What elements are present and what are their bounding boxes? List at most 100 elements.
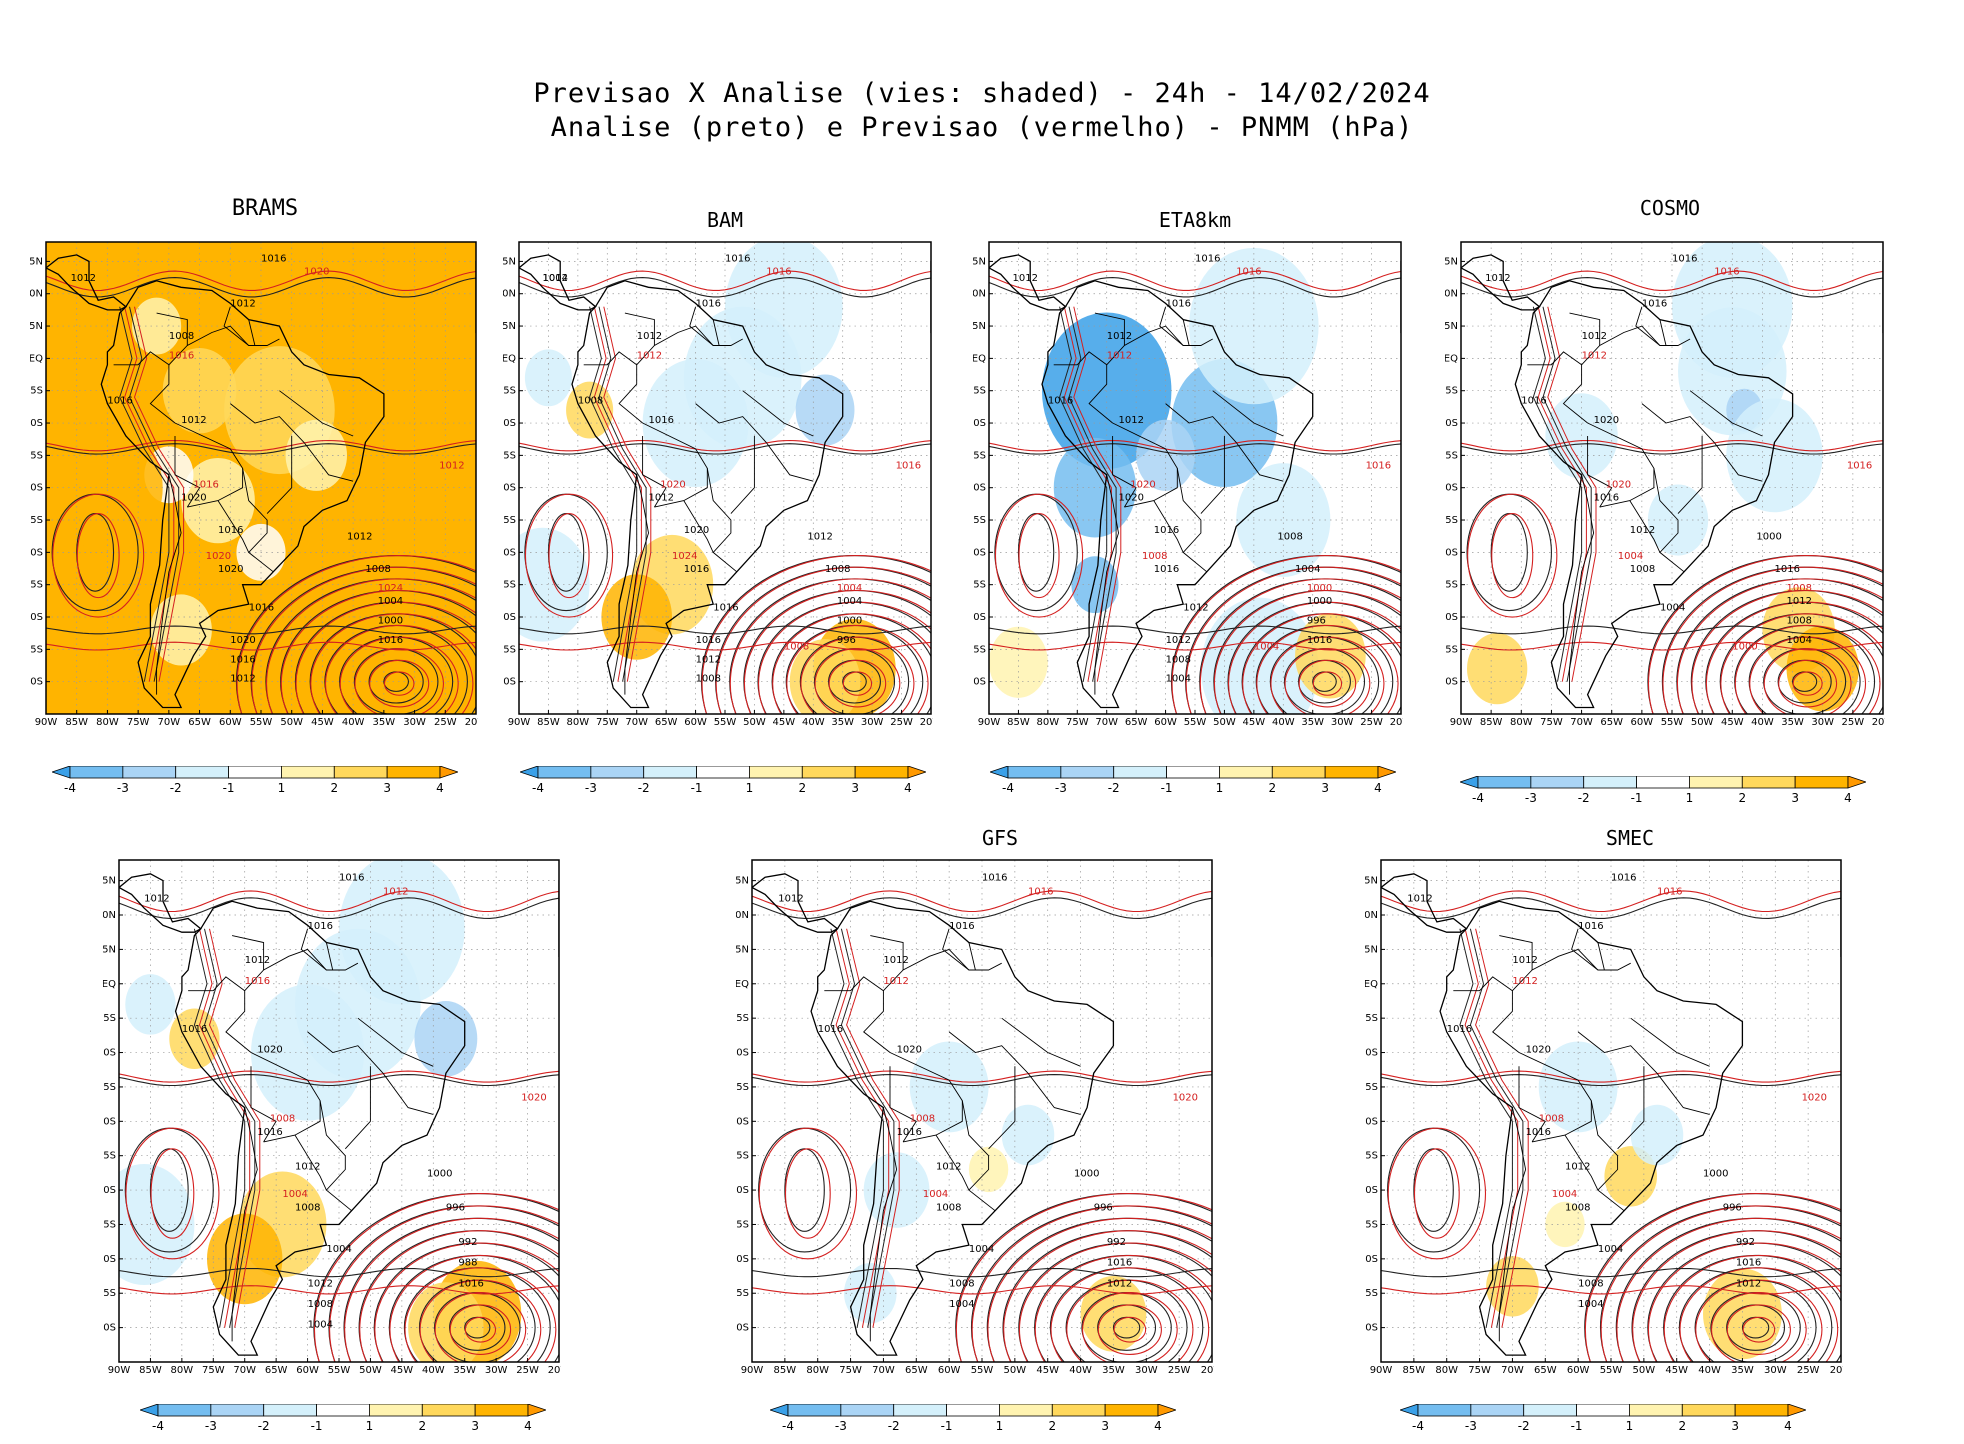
bias-shade xyxy=(1200,597,1319,714)
lat-tick-label: 10S xyxy=(30,418,43,429)
isobar-label-analysis: 1016 xyxy=(897,1127,922,1138)
country-border xyxy=(712,319,720,346)
isobar xyxy=(1616,1217,1841,1362)
isobar-label-analysis: 1016 xyxy=(339,873,364,884)
lon-tick-label: 40W xyxy=(422,1365,445,1376)
lon-tick-label: 70W xyxy=(1095,717,1118,728)
isobar xyxy=(119,1074,559,1087)
lon-tick-label: 85W xyxy=(65,717,88,728)
isobar xyxy=(1199,578,1401,714)
isobar-label-analysis: 1000 xyxy=(837,615,862,626)
country-border xyxy=(1153,500,1184,553)
isobar xyxy=(150,1148,195,1239)
isobar xyxy=(1467,493,1558,618)
lon-tick-label: 65W xyxy=(905,1365,928,1376)
isobar xyxy=(404,1267,557,1362)
country-border xyxy=(1159,306,1184,346)
colorbar-tick-label: -2 xyxy=(258,1419,270,1433)
colorbar-min-arrow xyxy=(988,765,1009,779)
country-border xyxy=(1569,312,1601,346)
country-border xyxy=(1689,390,1763,437)
colorbar-swatch xyxy=(1523,1403,1577,1417)
lon-tick-label: 70W xyxy=(233,1365,256,1376)
isobar-label-analysis: 1012 xyxy=(1407,893,1432,904)
country-border xyxy=(889,1052,996,1212)
colorbar-tick-label: 3 xyxy=(1101,1419,1109,1433)
colorbar-brams: -4 -3 -2 -1 1 2 3 4 xyxy=(50,765,460,806)
coastline-south-america xyxy=(571,280,844,709)
isobar-label-analysis: 1012 xyxy=(696,654,721,665)
isobar xyxy=(987,1217,1212,1362)
colorbar-swatch xyxy=(1794,775,1849,789)
lat-tick-label: 40S xyxy=(973,612,986,623)
colorbar-swatch xyxy=(840,1403,895,1417)
colorbar-swatch xyxy=(1734,1403,1789,1417)
isobar xyxy=(76,513,120,599)
colorbar-tick-label: -4 xyxy=(532,781,544,795)
colorbar-swatch xyxy=(333,765,388,779)
country-border xyxy=(1577,1031,1658,1074)
colorbar-tick-label: 2 xyxy=(1738,791,1746,805)
country-border xyxy=(1027,1072,1081,1115)
coastline-south-america xyxy=(1041,280,1314,709)
country-border xyxy=(642,422,738,573)
isobar xyxy=(324,624,474,714)
lon-tick-label: 50W xyxy=(743,717,766,728)
country-border xyxy=(1562,325,1691,424)
lat-tick-label: 5S xyxy=(1365,1013,1378,1024)
colorbar-swatch xyxy=(1689,775,1743,789)
country-border xyxy=(250,1066,277,1143)
country-border xyxy=(1571,928,1599,971)
isobar-label-forecast: 1020 xyxy=(1802,1093,1827,1104)
isobar-label-analysis: 1008 xyxy=(578,396,603,407)
isobar-label-analysis: 1000 xyxy=(1307,596,1332,607)
isobar-label-forecast: 1000 xyxy=(1307,583,1332,594)
isobar xyxy=(519,443,931,455)
isobar xyxy=(1632,1230,1841,1362)
lat-tick-label: 10S xyxy=(103,1048,116,1059)
lat-tick-label: 35S xyxy=(1445,580,1458,591)
country-border xyxy=(1629,500,1661,553)
country-border xyxy=(174,436,201,508)
lat-tick-label: 40S xyxy=(736,1254,749,1265)
colorbar-min-arrow xyxy=(768,1403,789,1417)
isobar-label-analysis: 1020 xyxy=(684,525,709,536)
isobar-label-analysis: 1016 xyxy=(1611,873,1636,884)
lon-tick-label: 20W xyxy=(1872,717,1885,728)
isobar-label-forecast: 1012 xyxy=(1512,976,1537,987)
isobar xyxy=(128,306,180,682)
isobar-label-forecast: 1024 xyxy=(672,551,697,562)
lat-tick-label: 25S xyxy=(736,1151,749,1162)
isobar-label-forecast: 1016 xyxy=(896,460,921,471)
isobar-label-analysis: 1004 xyxy=(1166,674,1191,685)
lat-tick-label: 5N xyxy=(973,321,986,332)
isobar xyxy=(1695,1279,1823,1362)
lat-tick-label: 10S xyxy=(503,418,516,429)
isobar-label-analysis: 1004 xyxy=(1660,603,1685,614)
isobar-label-analysis: 1020 xyxy=(181,493,206,504)
isobar-label-forecast: 1012 xyxy=(383,886,408,897)
isobar xyxy=(758,1127,858,1260)
lon-tick-label: 65W xyxy=(1600,717,1623,728)
isobar xyxy=(46,625,476,635)
isobar-label-analysis: 1008 xyxy=(169,331,194,342)
isobar xyxy=(955,1193,1212,1362)
isobar xyxy=(989,443,1401,455)
isobar-label-forecast: 1004 xyxy=(923,1189,948,1200)
country-border xyxy=(730,436,755,514)
bias-shade xyxy=(408,1282,484,1362)
bias-shade xyxy=(989,626,1048,698)
isobar xyxy=(1726,1304,1791,1355)
lat-tick-label: EQ xyxy=(1445,353,1458,364)
isobar xyxy=(519,439,931,452)
isobar xyxy=(1742,1316,1776,1343)
colorbar-tick-label: -3 xyxy=(1055,781,1067,795)
isobar xyxy=(701,555,931,714)
bias-shade xyxy=(1630,1104,1684,1166)
country-border xyxy=(1597,942,1605,971)
isobar-label-analysis: 1020 xyxy=(897,1045,922,1056)
coastline-central-america xyxy=(46,254,128,311)
isobar-label-forecast: 1016 xyxy=(1657,886,1682,897)
lat-tick-label: 30S xyxy=(736,1185,749,1196)
lon-tick-label: 75W xyxy=(202,1365,225,1376)
